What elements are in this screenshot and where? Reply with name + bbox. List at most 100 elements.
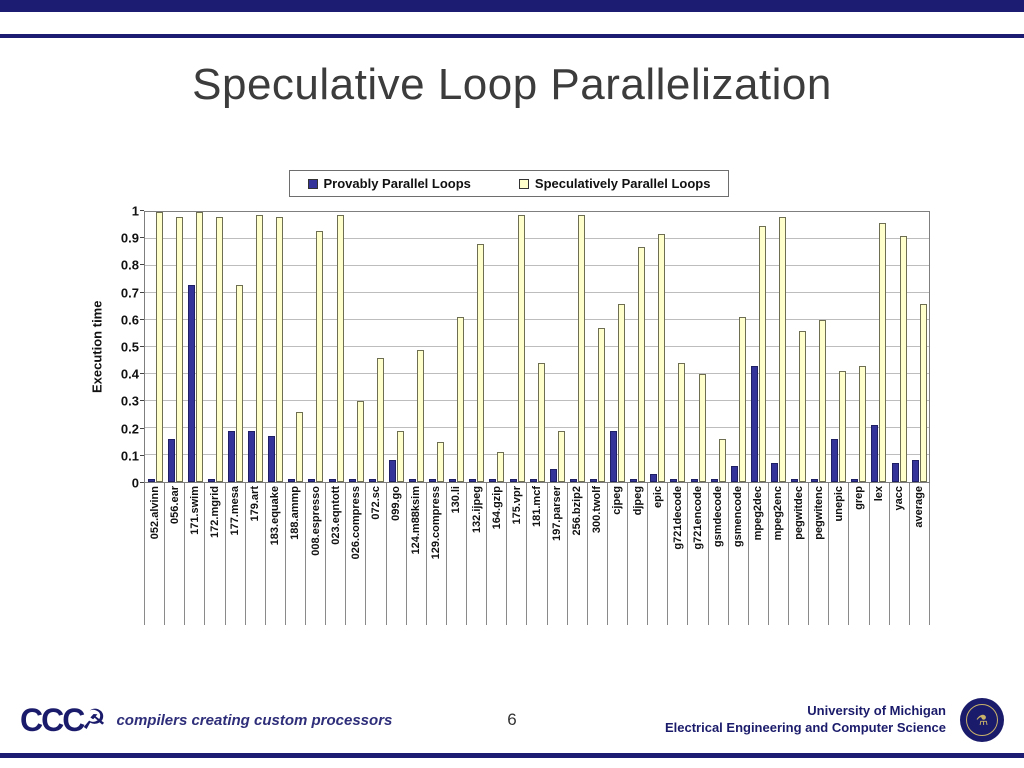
x-axis-label: gsmencode [732,486,745,548]
bar-provably-parallel-loops [630,479,638,482]
bar-speculatively-parallel-loops [497,452,505,482]
plot-column: 052.alvinn 056.ear 171.swim 172.mgrid 177.me… [144,211,930,625]
bar-speculatively-parallel-loops [537,363,545,482]
bar-provably-parallel-loops [650,473,658,482]
bar-provably-parallel-loops [750,365,758,482]
x-axis-label: 099.go [390,486,403,521]
y-axis-tick [140,291,144,293]
x-axis-label: g721decode [671,486,684,550]
x-axis-label: 177.mesa [229,486,242,536]
y-axis-tick-label: 0.1 [120,448,139,464]
x-axis-label: 056.ear [168,486,181,524]
x-axis-label: g721encode [691,486,704,550]
x-axis-label: 072.sc [369,486,382,520]
x-axis-label-cell: 026.compress [346,483,367,625]
page-number: 6 [507,710,517,729]
bar-group-256.bzip2 [567,212,587,482]
bar-provably-parallel-loops [388,460,396,482]
bar-speculatively-parallel-loops [819,320,827,482]
bar-speculatively-parallel-loops [296,411,304,482]
x-axis-label: mpeg2dec [752,486,765,541]
bar-provably-parallel-loops [368,479,376,482]
x-axis-label: 172.mgrid [208,486,221,538]
bar-speculatively-parallel-loops [678,363,686,482]
gridline [145,346,929,347]
top-accent-bar [0,0,1024,12]
x-axis-label: 026.compress [349,486,362,560]
y-axis-tick [140,318,144,320]
bar-group-djpeg [628,212,648,482]
bar-group-179.art [246,212,266,482]
x-axis-label-cell: 056.ear [165,483,186,625]
x-axis-label-cell: 164.gzip [487,483,508,625]
y-axis: 0 0.1 0.2 0.3 0.4 0.5 0.6 0.7 0.8 0.9 1 [108,204,144,491]
x-axis-label-cell: lex [870,483,890,625]
gridline [145,373,929,374]
bar-provably-parallel-loops [589,479,597,482]
org-line1: University of Michigan [807,703,946,719]
bar-provably-parallel-loops [187,284,195,482]
seal-emblem-icon: ⚗ [966,704,998,736]
bar-speculatively-parallel-loops [437,441,445,482]
legend-label: Speculatively Parallel Loops [534,176,711,191]
page-title: Speculative Loop Parallelization [192,60,832,109]
y-axis-tick-label: 0.2 [120,421,139,437]
bar-speculatively-parallel-loops [899,236,907,482]
x-axis-label: 124.m88ksim [410,486,423,555]
cccp-logo: CCC ☭ [20,702,106,739]
bar-group-072.sc [366,212,386,482]
bar-speculatively-parallel-loops [698,374,706,482]
x-axis-label: 300.twolf [591,486,604,534]
bar-provably-parallel-loops [891,463,899,482]
bottom-divider [0,753,1024,758]
x-axis-label: 130.li [450,486,463,514]
bar-provably-parallel-loops [167,438,175,482]
x-axis-label-cell: g721decode [668,483,689,625]
x-axis-label: gsmdecode [712,486,725,548]
bar-speculatively-parallel-loops [839,371,847,482]
bar-speculatively-parallel-loops [557,430,565,482]
bar-speculatively-parallel-loops [316,230,324,482]
bar-speculatively-parallel-loops [517,214,525,482]
x-axis-label-cell: 197.parser [548,483,568,625]
x-axis-label-cell: 130.li [447,483,467,625]
x-axis-label-cell: 181.mcf [527,483,548,625]
bar-speculatively-parallel-loops [155,212,163,482]
y-axis-tick-label: 0.5 [120,339,139,355]
bar-provably-parallel-loops [670,479,678,482]
bar-provably-parallel-loops [147,479,155,482]
bar-group-177.mesa [225,212,245,482]
x-axis-label: cjpeg [611,486,624,515]
bar-group-056.ear [165,212,185,482]
y-axis-tick-label: 0.3 [120,393,139,409]
y-axis-tick-label: 0 [131,475,139,491]
gridline [145,319,929,320]
bar-provably-parallel-loops [429,479,437,482]
bar-provably-parallel-loops [408,479,416,482]
bar-provably-parallel-loops [569,479,577,482]
bar-provably-parallel-loops [610,430,618,482]
legend-entry-1: Speculatively Parallel Loops [518,176,711,191]
bar-provably-parallel-loops [207,479,215,482]
gridline [145,238,929,239]
bar-speculatively-parallel-loops [718,438,726,482]
x-axis-label-cell: grep [849,483,870,625]
bar-group-175.vpr [507,212,527,482]
bar-group-g721encode [688,212,708,482]
x-axis-label-cell: 183.equake [266,483,286,625]
bar-group-129.compress [427,212,447,482]
x-axis-label: 008.espresso [309,486,322,556]
y-axis-tick [140,210,144,211]
x-axis-label-cell: 179.art [246,483,266,625]
y-axis-tick [140,237,144,239]
bar-speculatively-parallel-loops [356,401,364,482]
bar-speculatively-parallel-loops [738,317,746,482]
footer: CCC ☭ compilers creating custom processo… [0,694,1024,746]
bar-provably-parallel-loops [811,479,819,482]
bar-group-023.eqntott [326,212,346,482]
bar-group-gsmencode [728,212,748,482]
bar-group-099.go [386,212,406,482]
bar-provably-parallel-loops [911,460,919,482]
bar-speculatively-parallel-loops [256,214,264,482]
bar-group-164.gzip [487,212,507,482]
